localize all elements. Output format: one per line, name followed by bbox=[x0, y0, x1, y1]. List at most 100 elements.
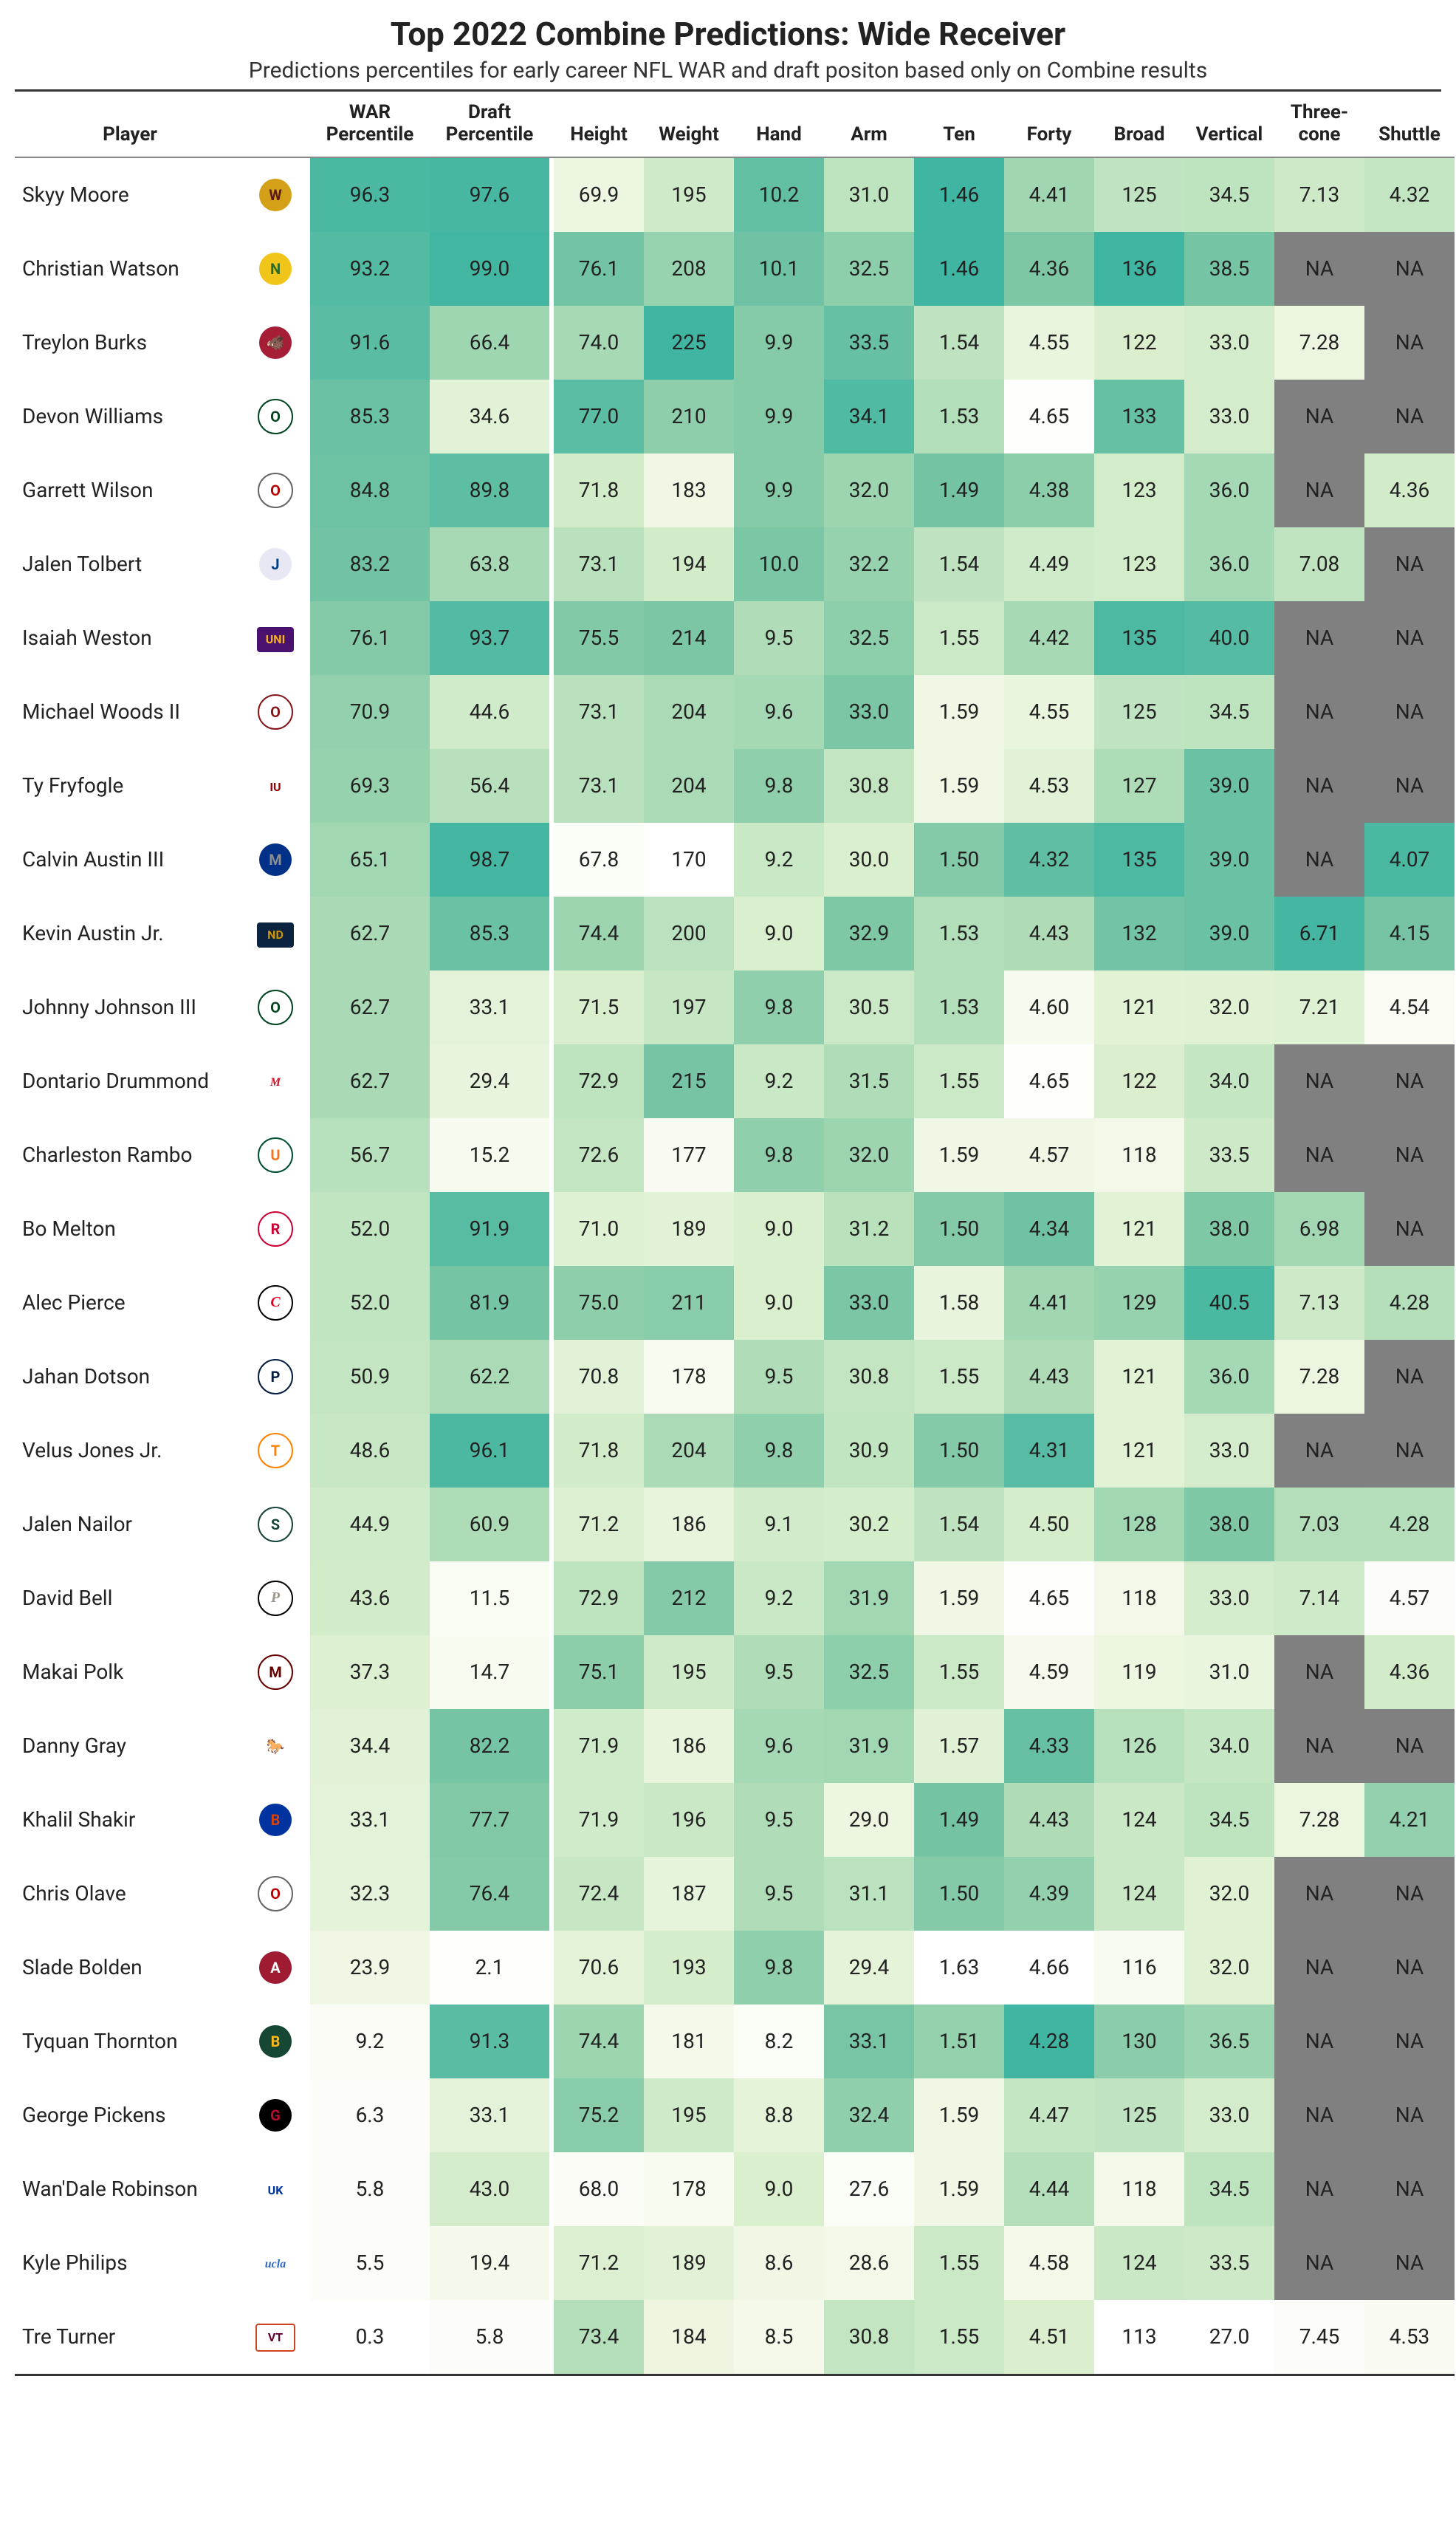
ten-cell: 1.50 bbox=[914, 1414, 1004, 1488]
hand-cell: 9.9 bbox=[734, 306, 824, 380]
three-cell: 7.28 bbox=[1274, 1340, 1364, 1414]
weight-cell: 195 bbox=[644, 1635, 734, 1709]
player-name-cell: Makai Polk bbox=[15, 1635, 245, 1709]
hand-cell: 9.8 bbox=[734, 749, 824, 823]
broad-cell: 119 bbox=[1094, 1635, 1184, 1709]
vertical-cell: 34.5 bbox=[1184, 157, 1274, 232]
team-logo-cell: M bbox=[245, 1635, 306, 1709]
hand-cell: 9.8 bbox=[734, 971, 824, 1044]
draft-cell: 66.4 bbox=[430, 306, 549, 380]
draft-cell: 77.7 bbox=[430, 1783, 549, 1857]
ten-cell: 1.59 bbox=[914, 1118, 1004, 1192]
team-logo-cell: O bbox=[245, 1857, 306, 1931]
draft-cell: 15.2 bbox=[430, 1118, 549, 1192]
header-row: PlayerWAR PercentileDraft PercentileHeig… bbox=[15, 92, 1455, 157]
draft-cell: 34.6 bbox=[430, 380, 549, 453]
hand-cell: 9.0 bbox=[734, 2152, 824, 2226]
height-cell: 75.0 bbox=[554, 1266, 644, 1340]
ten-cell: 1.59 bbox=[914, 749, 1004, 823]
shuttle-cell: NA bbox=[1364, 1044, 1455, 1118]
team-logo-cell: O bbox=[245, 453, 306, 527]
shuttle-cell: NA bbox=[1364, 1931, 1455, 2005]
team-logo-icon: R bbox=[258, 1211, 293, 1247]
arm-cell: 32.2 bbox=[824, 527, 914, 601]
player-name-cell: Treylon Burks bbox=[15, 306, 245, 380]
ten-cell: 1.55 bbox=[914, 1635, 1004, 1709]
shuttle-cell: NA bbox=[1364, 380, 1455, 453]
weight-cell: 195 bbox=[644, 2078, 734, 2152]
player-name-cell: Kyle Philips bbox=[15, 2226, 245, 2300]
height-cell: 75.2 bbox=[554, 2078, 644, 2152]
height-cell: 77.0 bbox=[554, 380, 644, 453]
vertical-cell: 36.0 bbox=[1184, 453, 1274, 527]
three-cell: 7.28 bbox=[1274, 306, 1364, 380]
war-cell: 34.4 bbox=[310, 1709, 430, 1783]
three-cell: NA bbox=[1274, 1044, 1364, 1118]
table-row: Chris OlaveO32.376.472.41879.531.11.504.… bbox=[15, 1857, 1455, 1931]
team-logo-icon: T bbox=[258, 1433, 293, 1468]
team-logo-icon: VT bbox=[255, 2324, 295, 2352]
war-cell: 56.7 bbox=[310, 1118, 430, 1192]
three-cell: NA bbox=[1274, 1118, 1364, 1192]
shuttle-cell: NA bbox=[1364, 1709, 1455, 1783]
shuttle-cell: NA bbox=[1364, 1414, 1455, 1488]
table-row: Charleston RamboU56.715.272.61779.832.01… bbox=[15, 1118, 1455, 1192]
broad-cell: 124 bbox=[1094, 1783, 1184, 1857]
broad-cell: 135 bbox=[1094, 601, 1184, 675]
height-cell: 70.6 bbox=[554, 1931, 644, 2005]
team-logo-icon: UNI bbox=[257, 627, 294, 652]
broad-cell: 122 bbox=[1094, 1044, 1184, 1118]
team-logo-cell: ucla bbox=[245, 2226, 306, 2300]
table-row: Michael Woods IIO70.944.673.12049.633.01… bbox=[15, 675, 1455, 749]
hand-cell: 9.5 bbox=[734, 1340, 824, 1414]
three-cell: NA bbox=[1274, 1931, 1364, 2005]
height-cell: 71.8 bbox=[554, 453, 644, 527]
team-logo-cell: R bbox=[245, 1192, 306, 1266]
weight-cell: 194 bbox=[644, 527, 734, 601]
vertical-cell: 40.0 bbox=[1184, 601, 1274, 675]
team-logo-cell: U bbox=[245, 1118, 306, 1192]
table-row: Treylon Burks🐗91.666.474.02259.933.51.54… bbox=[15, 306, 1455, 380]
team-logo-cell: M bbox=[245, 823, 306, 897]
height-cell: 73.1 bbox=[554, 749, 644, 823]
arm-cell: 30.5 bbox=[824, 971, 914, 1044]
team-logo-icon: O bbox=[258, 399, 293, 434]
team-logo-icon: O bbox=[258, 694, 293, 730]
col-logo bbox=[245, 92, 306, 157]
team-logo-icon: ucla bbox=[257, 2252, 294, 2277]
team-logo-icon: G bbox=[259, 2099, 292, 2132]
arm-cell: 30.8 bbox=[824, 749, 914, 823]
ten-cell: 1.55 bbox=[914, 2226, 1004, 2300]
ten-cell: 1.55 bbox=[914, 1340, 1004, 1414]
arm-cell: 33.1 bbox=[824, 2005, 914, 2078]
shuttle-cell: 4.28 bbox=[1364, 1488, 1455, 1561]
table-row: Jalen NailorS44.960.971.21869.130.21.544… bbox=[15, 1488, 1455, 1561]
war-cell: 85.3 bbox=[310, 380, 430, 453]
draft-cell: 29.4 bbox=[430, 1044, 549, 1118]
three-cell: NA bbox=[1274, 232, 1364, 306]
arm-cell: 28.6 bbox=[824, 2226, 914, 2300]
team-logo-cell: UK bbox=[245, 2152, 306, 2226]
broad-cell: 124 bbox=[1094, 1857, 1184, 1931]
team-logo-icon: S bbox=[258, 1507, 293, 1542]
war-cell: 52.0 bbox=[310, 1192, 430, 1266]
three-cell: NA bbox=[1274, 1857, 1364, 1931]
team-logo-cell: T bbox=[245, 1414, 306, 1488]
team-logo-cell: O bbox=[245, 971, 306, 1044]
broad-cell: 118 bbox=[1094, 1561, 1184, 1635]
arm-cell: 30.2 bbox=[824, 1488, 914, 1561]
weight-cell: 189 bbox=[644, 1192, 734, 1266]
three-cell: NA bbox=[1274, 601, 1364, 675]
height-cell: 72.9 bbox=[554, 1044, 644, 1118]
player-name-cell: David Bell bbox=[15, 1561, 245, 1635]
weight-cell: 196 bbox=[644, 1783, 734, 1857]
table-row: Dontario DrummondM62.729.472.92159.231.5… bbox=[15, 1044, 1455, 1118]
shuttle-cell: 4.54 bbox=[1364, 971, 1455, 1044]
shuttle-cell: NA bbox=[1364, 232, 1455, 306]
arm-cell: 31.2 bbox=[824, 1192, 914, 1266]
arm-cell: 29.0 bbox=[824, 1783, 914, 1857]
team-logo-icon: P bbox=[258, 1359, 293, 1394]
vertical-cell: 36.0 bbox=[1184, 527, 1274, 601]
weight-cell: 208 bbox=[644, 232, 734, 306]
vertical-cell: 39.0 bbox=[1184, 897, 1274, 971]
